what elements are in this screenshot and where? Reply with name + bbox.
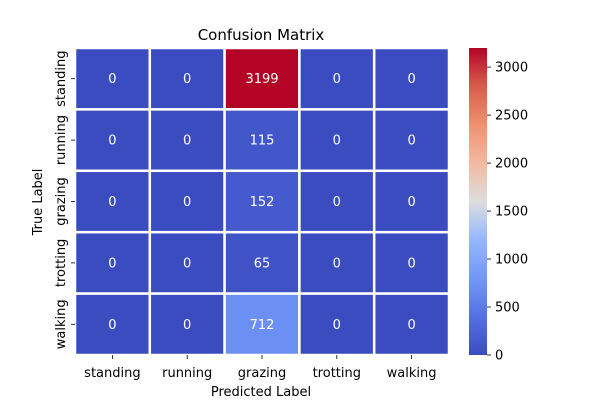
x-axis-label: Predicted Label <box>211 385 311 400</box>
cell-value-label: 0 <box>183 72 191 87</box>
x-tick-label-grazing: grazing <box>238 366 287 381</box>
colorbar-tick-label-1500: 1500 <box>495 205 528 220</box>
cell-value-label: 0 <box>407 195 415 210</box>
colorbar <box>469 48 487 355</box>
x-tick-label-trotting: trotting <box>313 366 361 381</box>
heatmap-cell-walking-running <box>148 292 226 357</box>
colorbar-tick-label-2500: 2500 <box>495 109 528 124</box>
cell-value-label: 0 <box>108 318 116 333</box>
heatmap-cell-walking-grazing <box>223 292 301 357</box>
y-tick-label-walking: walking <box>54 299 69 349</box>
x-tick-label-standing: standing <box>84 366 140 381</box>
cell-value-label: 115 <box>250 134 275 149</box>
cell-value-label: 0 <box>333 72 341 87</box>
colorbar-tick-label-1000: 1000 <box>495 253 528 268</box>
x-axis-ticks: standing running grazing trotting walking <box>84 355 437 381</box>
cell-value-label: 0 <box>108 256 116 271</box>
colorbar-tick-label-0: 0 <box>495 349 503 364</box>
colorbar-tick-label-3000: 3000 <box>495 61 528 76</box>
colorbar-tick-label-500: 500 <box>495 301 520 316</box>
cell-value-label: 0 <box>407 134 415 149</box>
heatmap-cell-trotting-walking <box>372 230 451 295</box>
colorbar-ticks: 0 500 1000 1500 2000 2500 3000 <box>487 61 528 364</box>
y-axis-label: True Label <box>31 169 46 237</box>
y-tick-label-grazing: grazing <box>54 177 69 226</box>
cell-value-label: 0 <box>407 72 415 87</box>
heatmap-cell-grazing-trotting <box>298 169 376 234</box>
cell-value-label: 0 <box>333 256 341 271</box>
cell-value-label: 0 <box>333 318 341 333</box>
cell-value-label: 712 <box>250 318 275 333</box>
cell-value-label: 0 <box>407 256 415 271</box>
heatmap-cell-running-walking <box>372 108 451 173</box>
cell-value-label: 0 <box>183 134 191 149</box>
cell-value-label: 0 <box>407 318 415 333</box>
colorbar-gradient <box>469 48 487 355</box>
cell-value-label: 0 <box>333 195 341 210</box>
heatmap-cell-grazing-running <box>148 169 226 234</box>
cell-value-label: 0 <box>183 195 191 210</box>
heatmap-cell-trotting-running <box>148 230 226 295</box>
cell-value-label: 65 <box>254 256 271 271</box>
cell-value-label: 0 <box>108 72 116 87</box>
y-tick-label-running: running <box>54 115 69 165</box>
heatmap-cell-trotting-trotting <box>298 230 376 295</box>
x-tick-label-running: running <box>162 366 212 381</box>
cell-value-label: 3199 <box>245 72 278 87</box>
cell-value-label: 0 <box>333 134 341 149</box>
cell-value-label: 0 <box>183 256 191 271</box>
chart-title: Confusion Matrix <box>198 26 325 44</box>
cell-value-label: 0 <box>108 195 116 210</box>
heatmap-grid: 0 0 3199 0 0 0 0 115 0 0 0 0 152 0 0 0 0 65 0 0 0 0 712 0 0 <box>73 46 451 357</box>
y-axis-ticks: standing running grazing trotting walking <box>54 50 75 349</box>
y-tick-label-standing: standing <box>54 50 69 106</box>
x-tick-label-walking: walking <box>387 366 437 381</box>
cell-value-label: 0 <box>108 134 116 149</box>
colorbar-tick-label-2000: 2000 <box>495 157 528 172</box>
cell-value-label: 0 <box>183 318 191 333</box>
y-tick-label-trotting: trotting <box>54 239 69 287</box>
heatmap-cell-running-grazing <box>223 108 301 173</box>
cell-value-label: 152 <box>250 195 275 210</box>
